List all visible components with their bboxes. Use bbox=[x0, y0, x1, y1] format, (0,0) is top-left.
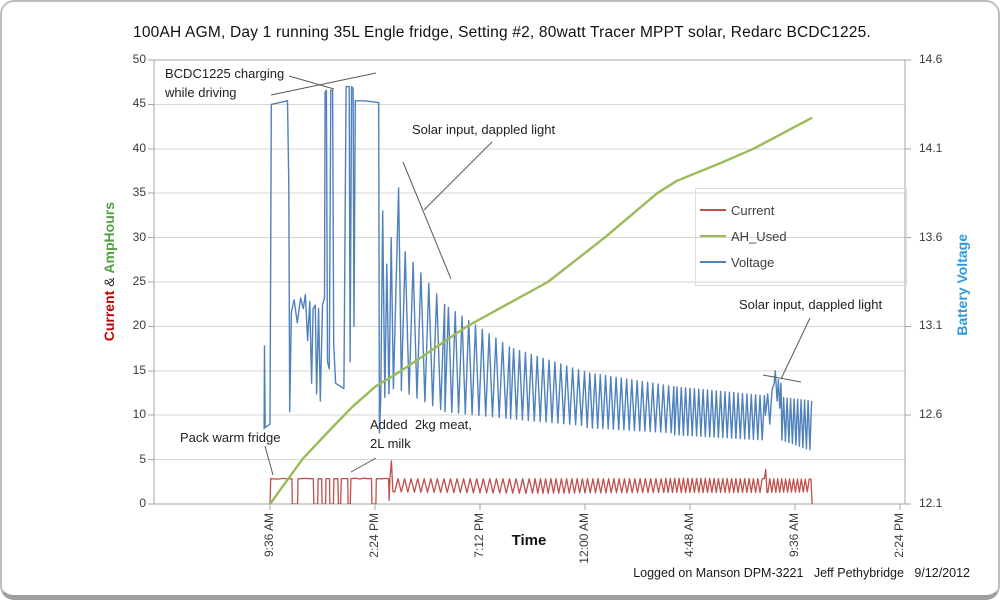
annotation: Pack warm fridge bbox=[180, 430, 281, 445]
x-axis-tick-label: 12:00 AM bbox=[577, 513, 591, 564]
annotation: Solar input, dappled light bbox=[412, 122, 556, 137]
legend-label: AH_Used bbox=[731, 228, 787, 244]
annotation-leader-line bbox=[423, 141, 493, 211]
annotation: Added 2kg meat, 2L milk bbox=[370, 417, 472, 451]
x-axis-tick-label: 7:12 PM bbox=[472, 513, 486, 558]
y-axis-tick-label-right: 12.1 bbox=[919, 496, 943, 510]
ah-used-line-swatch-icon bbox=[700, 235, 726, 237]
annotation: BCDC1225 charging while driving bbox=[165, 66, 285, 100]
series-ah_used bbox=[269, 116, 813, 504]
y-axis-tick-label-left: 40 bbox=[132, 141, 146, 155]
legend: Current AH_Used Voltage bbox=[695, 188, 907, 286]
legend-label: Voltage bbox=[731, 254, 775, 270]
legend-item-ah-used: AH_Used bbox=[700, 228, 787, 244]
y-axis-tick-label-left: 35 bbox=[132, 185, 146, 199]
annotation-leader-line bbox=[270, 72, 377, 96]
voltage-line-swatch-icon bbox=[700, 261, 726, 263]
x-axis-tick-label: 2:24 PM bbox=[367, 513, 381, 558]
x-axis-tick-label: 2:24 PM bbox=[892, 513, 906, 558]
y-axis-tick-label-left: 50 bbox=[132, 52, 146, 66]
annotation-leader-line bbox=[402, 161, 452, 280]
y-axis-tick-label-left: 45 bbox=[132, 96, 146, 110]
current-line-swatch-icon bbox=[700, 209, 726, 211]
y-axis-tick-label-right: 13.6 bbox=[919, 230, 943, 244]
annotation-leader-line bbox=[780, 317, 811, 380]
chart-title: 100AH AGM, Day 1 running 35L Engle fridg… bbox=[133, 24, 871, 41]
x-axis-tick-label: 9:36 AM bbox=[262, 513, 276, 558]
annotation-leader-line bbox=[350, 457, 377, 473]
y-axis-tick-label-left: 15 bbox=[132, 363, 146, 377]
y-axis-tick-label-left: 5 bbox=[139, 452, 146, 466]
left-axis-title-current: Current bbox=[101, 290, 117, 342]
legend-item-current: Current bbox=[700, 202, 774, 218]
y-axis-tick-label-right: 12.6 bbox=[919, 407, 943, 421]
legend-label: Current bbox=[731, 202, 775, 218]
series-current bbox=[269, 460, 813, 504]
annotation-leader-line bbox=[762, 374, 802, 383]
y-axis-tick-label-right: 13.1 bbox=[919, 318, 943, 332]
y-axis-tick-label-left: 10 bbox=[132, 407, 146, 421]
x-axis-title: Time bbox=[511, 532, 547, 549]
y-axis-tick-label-left: 25 bbox=[132, 274, 146, 288]
y-axis-tick-label-left: 30 bbox=[132, 230, 146, 244]
x-axis-tick-label: 4:48 AM bbox=[682, 513, 696, 558]
y-axis-tick-label-right: 14.1 bbox=[919, 141, 943, 155]
y-axis-tick-label-left: 0 bbox=[139, 496, 146, 510]
x-axis-tick-label: 9:36 AM bbox=[787, 513, 801, 558]
footer-note: Logged on Manson DPM-3221 Jeff Pethybrid… bbox=[633, 566, 970, 580]
annotation-leader-line bbox=[288, 75, 335, 90]
y-axis-tick-label-right: 14.6 bbox=[919, 52, 943, 66]
y-axis-tick-label-left: 20 bbox=[132, 318, 146, 332]
annotation: Solar input, dappled light bbox=[739, 297, 883, 312]
series-voltage bbox=[263, 85, 813, 451]
legend-item-voltage: Voltage bbox=[700, 254, 774, 270]
annotation-leader-line bbox=[264, 445, 274, 476]
